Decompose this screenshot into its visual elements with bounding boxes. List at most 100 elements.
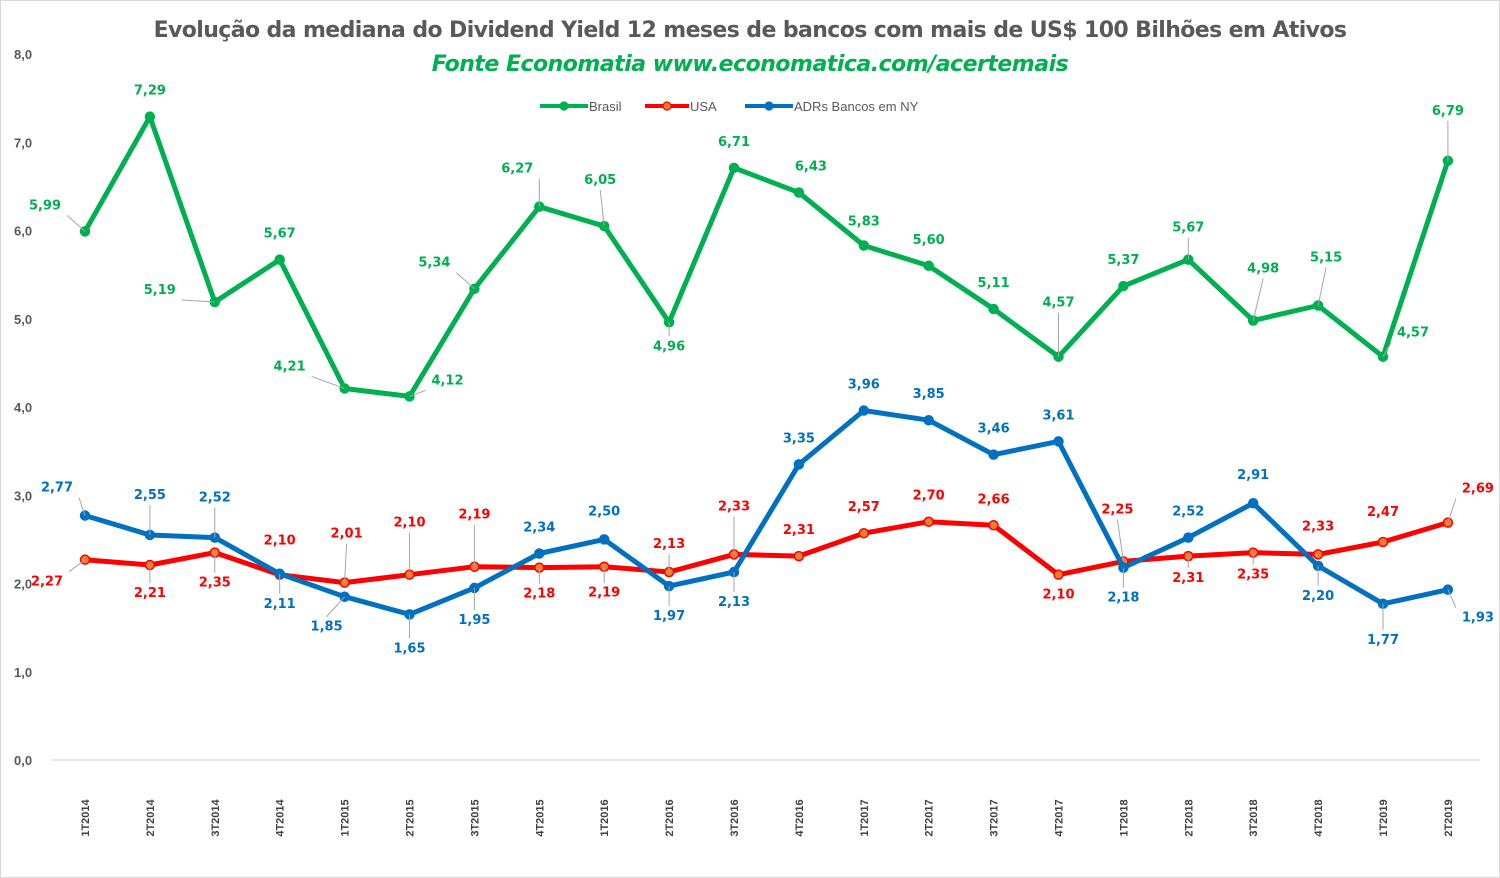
data-label: 1,95 xyxy=(458,613,490,628)
data-point xyxy=(274,254,285,265)
x-tick-label: 4T2016 xyxy=(794,799,806,836)
data-label: 2,27 xyxy=(31,575,63,590)
x-tick-label: 3T2015 xyxy=(469,799,481,836)
series-lines xyxy=(79,111,1454,620)
leader-line xyxy=(326,596,345,618)
y-tick-label: 5,0 xyxy=(14,312,32,327)
leader-line xyxy=(181,299,215,303)
x-tick-label: 3T2017 xyxy=(989,799,1001,836)
x-axis: 1T2014 2T2014 3T2014 4T2014 1T2015 2T2015 3T20… xyxy=(80,798,1455,836)
data-label: 2,52 xyxy=(1172,505,1204,520)
data-point xyxy=(988,449,999,460)
data-point xyxy=(1247,497,1259,509)
leader-line xyxy=(68,559,86,573)
data-point xyxy=(1312,549,1324,560)
data-point xyxy=(534,548,545,559)
legend-label: ADRs Bancos em NY xyxy=(794,99,919,114)
data-label: 5,15 xyxy=(1310,251,1342,266)
x-tick-label: 3T2016 xyxy=(729,799,741,836)
labels-brasil: 5,99 7,29 5,19 5,67 4,21 4,12 5,34 6,27 6,05 4,96… xyxy=(29,84,1464,397)
data-label: 2,34 xyxy=(523,520,555,535)
data-label: 2,77 xyxy=(41,481,73,496)
legend-item-brasil: Brasil xyxy=(540,99,622,114)
data-label: 2,10 xyxy=(393,516,425,531)
x-tick-label: 1T2015 xyxy=(340,799,352,836)
data-label: 4,96 xyxy=(653,339,685,354)
data-point xyxy=(1053,569,1064,580)
data-label: 2,20 xyxy=(1302,589,1334,604)
leader-line xyxy=(456,272,475,290)
data-label: 1,93 xyxy=(1462,611,1494,626)
legend-marker-icon xyxy=(559,101,569,111)
x-tick-label: 4T2015 xyxy=(534,799,546,836)
leader-line xyxy=(599,190,605,227)
data-label: 2,70 xyxy=(913,489,945,504)
data-point xyxy=(858,527,870,539)
data-label: 2,66 xyxy=(978,492,1010,507)
data-label: 3,46 xyxy=(978,422,1010,437)
leader-line xyxy=(1252,278,1264,321)
labels-adrs-bancos-em-ny: 2,77 2,55 2,52 2,11 1,85 1,65 1,95 2,34 2,50 1,97… xyxy=(41,378,1494,657)
data-label: 5,67 xyxy=(1172,221,1204,236)
data-point xyxy=(988,520,999,531)
leader-line xyxy=(1382,342,1392,357)
data-label: 2,35 xyxy=(1237,568,1269,583)
data-label: 5,37 xyxy=(1107,253,1139,268)
legend-label: Brasil xyxy=(589,99,622,114)
data-label: 2,31 xyxy=(1172,571,1204,586)
data-point xyxy=(793,459,805,470)
data-label: 6,27 xyxy=(501,162,533,177)
data-point xyxy=(1053,436,1064,447)
series-brasil xyxy=(79,111,1454,402)
data-label: 1,65 xyxy=(393,641,425,656)
data-label: 5,67 xyxy=(264,227,296,242)
data-label: 4,57 xyxy=(1042,296,1074,311)
legend-marker-icon xyxy=(764,101,774,111)
x-tick-label: 3T2018 xyxy=(1248,799,1260,836)
data-label: 2,33 xyxy=(718,499,750,514)
data-label: 2,25 xyxy=(1101,502,1133,517)
data-label: 5,34 xyxy=(418,256,450,271)
y-axis: 0,0 1,0 2,0 3,0 4,0 5,0 6,0 7,0 8,0 xyxy=(14,47,1480,768)
data-point xyxy=(144,111,156,122)
chart-title: Evolução da mediana do Dividend Yield 12… xyxy=(153,18,1347,43)
legend: Brasil USA ADRs Bancos em NY xyxy=(540,99,919,114)
y-tick-label: 6,0 xyxy=(14,224,32,239)
leader-line xyxy=(409,389,426,397)
data-point xyxy=(793,187,805,198)
y-tick-label: 2,0 xyxy=(14,577,32,592)
data-label: 7,29 xyxy=(134,84,166,99)
data-label: 2,31 xyxy=(783,523,815,538)
data-point xyxy=(598,534,610,545)
data-label: 2,10 xyxy=(264,534,296,549)
data-label: 3,85 xyxy=(913,387,945,402)
data-label: 2,33 xyxy=(1302,519,1334,534)
y-tick-label: 7,0 xyxy=(14,135,32,150)
data-label: 3,35 xyxy=(783,431,815,446)
data-label: 4,98 xyxy=(1247,262,1279,277)
data-label: 2,13 xyxy=(718,595,750,610)
x-tick-label: 1T2019 xyxy=(1378,799,1390,836)
data-label: 2,18 xyxy=(523,587,555,602)
leader-line xyxy=(78,497,86,516)
leader-line xyxy=(311,375,345,389)
x-tick-label: 1T2014 xyxy=(80,798,92,836)
data-label: 5,19 xyxy=(144,283,176,298)
data-point xyxy=(1183,532,1194,543)
data-labels: 5,99 7,29 5,19 5,67 4,21 4,12 5,34 6,27 6,05 4,96… xyxy=(29,84,1494,657)
data-label: 6,79 xyxy=(1432,104,1464,119)
data-label: 5,83 xyxy=(848,215,880,230)
labels-usa: 2,27 2,21 2,35 2,10 2,01 2,10 2,19 2,18 2,19 2,13… xyxy=(31,482,1494,603)
x-tick-label: 2T2017 xyxy=(924,799,936,836)
data-point xyxy=(923,260,934,272)
y-tick-label: 8,0 xyxy=(14,47,32,62)
data-point xyxy=(923,414,934,426)
data-label: 4,57 xyxy=(1397,326,1429,341)
data-point xyxy=(923,516,934,527)
series-line xyxy=(82,519,1451,586)
data-point xyxy=(728,162,740,174)
x-tick-label: 2T2016 xyxy=(664,799,676,836)
data-label: 4,21 xyxy=(274,359,306,374)
x-tick-label: 4T2014 xyxy=(275,798,287,836)
